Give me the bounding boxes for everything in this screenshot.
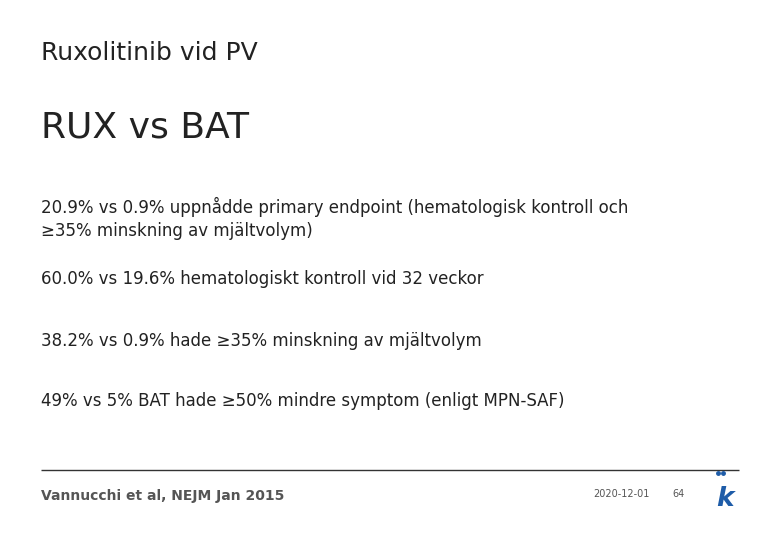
Text: Vannucchi et al, NEJM Jan 2015: Vannucchi et al, NEJM Jan 2015 [41, 489, 284, 503]
Text: 60.0% vs 19.6% hematologiskt kontroll vid 32 veckor: 60.0% vs 19.6% hematologiskt kontroll vi… [41, 270, 483, 288]
Text: 38.2% vs 0.9% hade ≥35% minskning av mjältvolym: 38.2% vs 0.9% hade ≥35% minskning av mjä… [41, 332, 481, 350]
Text: 64: 64 [672, 489, 685, 499]
Text: 20.9% vs 0.9% uppnådde primary endpoint (hematologisk kontroll och
≥35% minsknin: 20.9% vs 0.9% uppnådde primary endpoint … [41, 197, 628, 240]
Text: 49% vs 5% BAT hade ≥50% mindre symptom (enligt MPN-SAF): 49% vs 5% BAT hade ≥50% mindre symptom (… [41, 392, 564, 409]
Text: Ruxolitinib vid PV: Ruxolitinib vid PV [41, 40, 257, 64]
Text: 2020-12-01: 2020-12-01 [593, 489, 649, 499]
Text: RUX vs BAT: RUX vs BAT [41, 111, 249, 145]
Text: k: k [716, 486, 733, 512]
